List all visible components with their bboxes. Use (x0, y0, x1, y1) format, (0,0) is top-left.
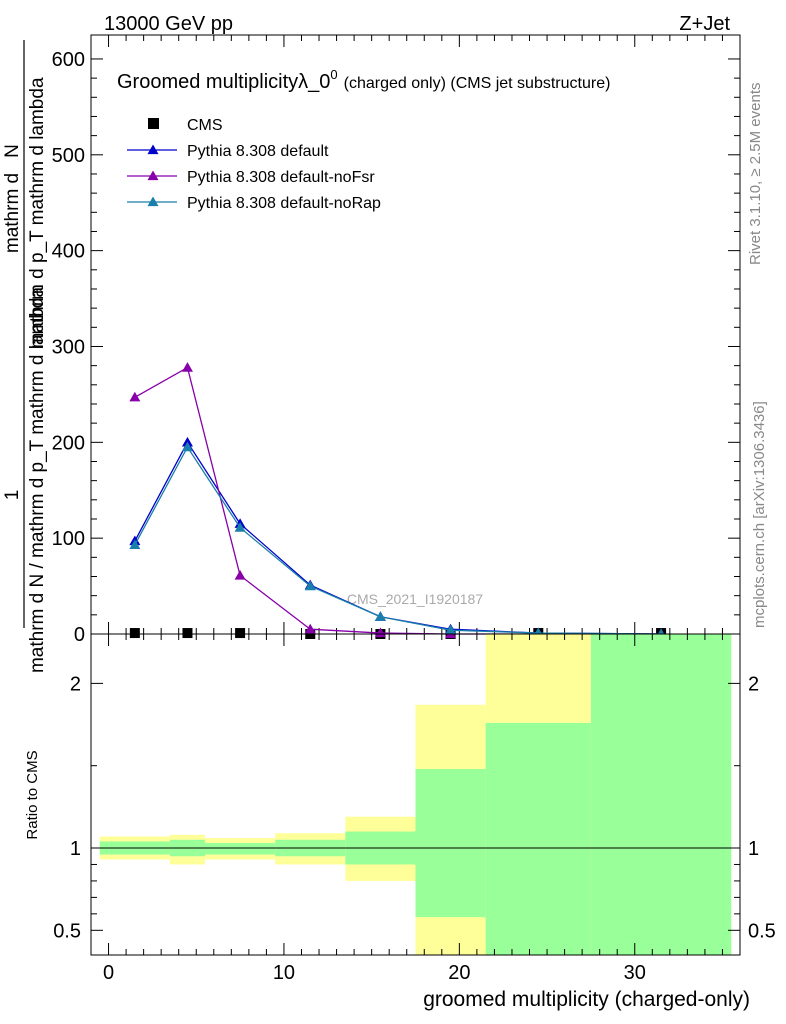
series-1 (129, 436, 667, 639)
cms-point (182, 628, 193, 639)
main-x-ticks (90, 35, 723, 634)
ylabel-alt3: mathrm d p_T mathrm d lambda (27, 77, 48, 348)
ratio-inner-band (205, 843, 276, 855)
main-y-tick-label: 200 (52, 432, 85, 454)
legend-label: Pythia 8.308 default-noFsr (187, 169, 375, 186)
series-point (181, 441, 193, 452)
main-y-label: 1 mathrm d N / mathrm d p_T mathrm d lam… (2, 40, 48, 673)
rivet-label: Rivet 3.1.10, ≥ 2.5M events (747, 83, 764, 266)
header-channel: Z+Jet (679, 13, 730, 35)
mcplots-label: mcplots.cern.ch [arXiv:1306.3436] (751, 401, 768, 628)
ratio-y-label: Ratio to CMS (24, 750, 41, 839)
x-tick-label: 30 (624, 962, 646, 984)
legend-marker (148, 118, 159, 129)
x-tick-label: 0 (103, 962, 114, 984)
ratio-y-ticks: 0.5 0.5 1 1 2 2 (53, 673, 776, 942)
main-y-tick-label: 100 (52, 528, 85, 550)
legend: CMS Pythia 8.308 default Pythia 8.308 defa… (127, 117, 381, 212)
ylabel-denominator: mathrm d N / mathrm d p_T mathrm d lambd… (27, 287, 48, 674)
ratio-plot: 0.5 0.5 1 1 2 2 0 10 20 30 (53, 633, 776, 984)
header-process: 13000 GeV pp (104, 13, 233, 35)
series-point (129, 391, 141, 402)
ylabel-alt2: N (2, 144, 23, 158)
series-point (374, 627, 386, 638)
series-point (129, 539, 141, 549)
main-y-tick-label: 400 (52, 241, 85, 263)
main-y-ticks: 0 100 200 300 400 500 600 (52, 49, 740, 646)
series-point (374, 611, 386, 621)
ratio-bands (99, 634, 732, 955)
cms-point (129, 628, 140, 639)
watermark: CMS_2021_I1920187 (347, 591, 483, 607)
legend-label: Pythia 8.308 default (187, 143, 329, 160)
ratio-y-tick-label-right: 2 (748, 673, 759, 695)
ratio-y-tick-label: 2 (70, 673, 81, 695)
plot-title-tail: (charged only) (CMS jet substructure) (344, 75, 611, 92)
ratio-y-tick-label: 0.5 (53, 920, 81, 942)
x-axis-label: groomed multiplicity (charged-only) (423, 988, 750, 1011)
ratio-y-tick-label-right: 1 (748, 838, 759, 860)
main-y-tick-label: 300 (52, 336, 85, 358)
main-y-tick-label: 600 (52, 49, 85, 71)
series-point (181, 362, 193, 372)
main-y-tick-label: 500 (52, 145, 85, 167)
ratio-y-tick-label-right: 0.5 (748, 920, 776, 942)
plot-title: Groomed multiplicityλ_00 (charged only) (… (117, 67, 610, 93)
ratio-inner-band (485, 722, 591, 955)
series-line (134, 445, 662, 635)
series-point (445, 624, 457, 635)
plot-title-superscript: 0 (330, 67, 337, 82)
series-point (304, 580, 316, 591)
ratio-y-tick-label: 1 (70, 838, 81, 860)
series-point (234, 522, 246, 532)
ylabel-numerator: 1 (2, 490, 23, 501)
ratio-inner-band (415, 768, 486, 918)
ratio-plot-frame (90, 633, 741, 956)
series-3 (129, 441, 667, 639)
legend-label: Pythia 8.308 default-noRap (187, 195, 381, 212)
ylabel-alt: mathrm d (2, 173, 23, 253)
legend-marker (147, 144, 159, 155)
plot-title-main: Groomed multiplicityλ_0 (117, 71, 330, 93)
series-point (234, 570, 246, 580)
legend-label: CMS (187, 117, 223, 134)
x-tick-label: 20 (448, 962, 470, 984)
x-tick-label: 10 (273, 962, 295, 984)
series-point (304, 623, 316, 634)
cms-point (235, 628, 246, 639)
main-y-tick-label: 0 (74, 624, 85, 646)
ratio-x-ticks: 0 10 20 30 (90, 634, 723, 984)
ratio-inner-band (590, 634, 732, 955)
legend-marker (147, 170, 159, 181)
legend-marker (147, 196, 159, 207)
